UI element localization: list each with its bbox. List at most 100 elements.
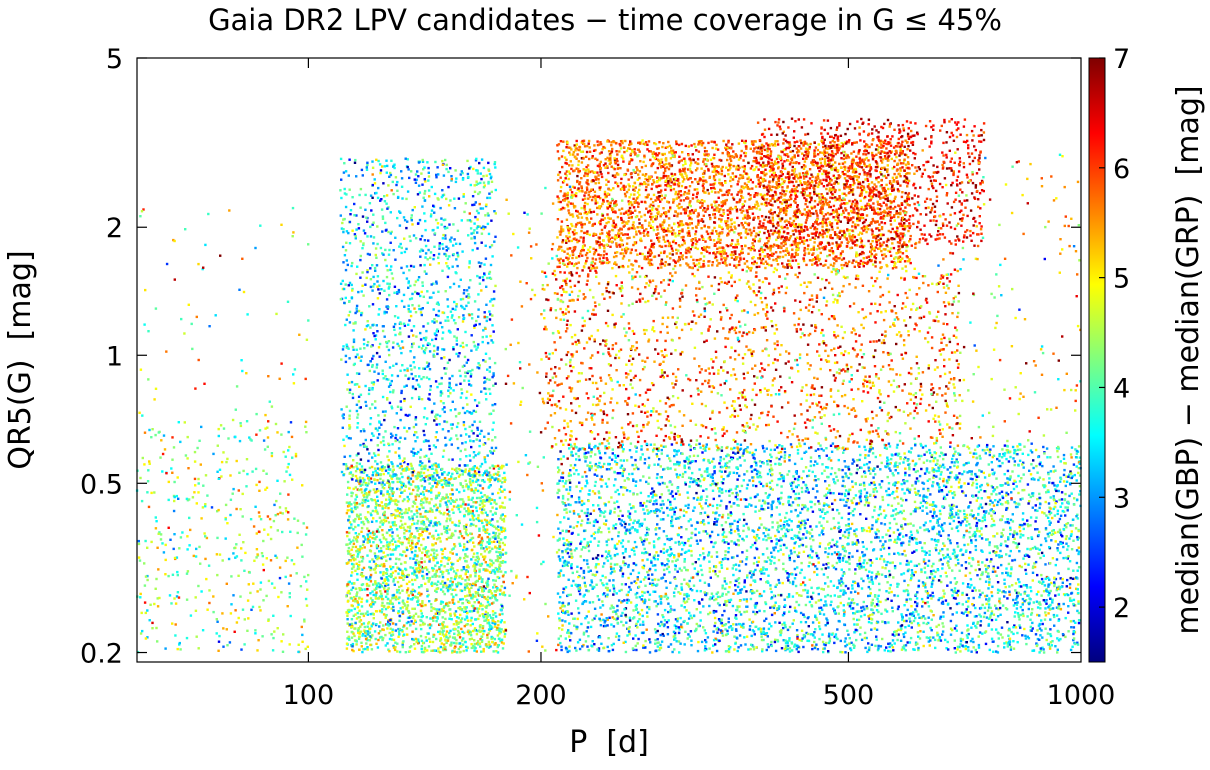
data-point [363,536,367,539]
data-point [408,297,412,301]
data-point [294,455,298,458]
data-point [496,555,499,558]
data-point [355,562,358,565]
data-point [468,383,471,386]
data-point [969,501,972,504]
data-point [486,316,489,319]
data-point [467,487,470,491]
data-point [421,530,424,534]
data-point [423,351,426,355]
data-point [428,558,431,561]
data-point [478,568,481,571]
data-point [440,627,443,630]
data-point [463,307,466,311]
data-point [233,546,236,550]
data-point [439,602,443,605]
data-point [400,491,403,494]
data-point [350,507,353,510]
data-point [368,539,371,542]
data-point [349,540,353,544]
data-point [466,582,469,585]
data-point [438,503,442,506]
data-point [495,477,498,480]
data-point [399,515,402,519]
data-point [340,196,343,200]
data-point [473,649,476,652]
data-point [389,618,392,622]
data-point [462,314,465,317]
data-point [484,360,487,363]
data-point [402,216,406,219]
data-point [454,572,458,575]
data-point [159,538,163,541]
data-point [392,593,395,597]
data-point [344,323,347,327]
data-point [435,485,438,489]
data-point [156,605,160,608]
data-point [793,477,797,481]
data-point [414,545,418,549]
data-point [502,529,506,533]
data-point [377,372,380,375]
data-point [456,437,459,441]
data-point [490,498,494,501]
data-point [357,309,361,313]
data-point [254,505,257,508]
data-point [363,347,366,350]
data-point [352,466,355,469]
data-point [436,553,439,557]
data-point [420,639,424,643]
data-point [493,572,497,575]
data-point [369,643,372,647]
data-point [406,600,409,604]
data-point [376,285,379,288]
data-point [285,510,288,513]
data-point [454,415,458,418]
data-point [824,582,827,585]
data-point [368,466,372,470]
data-point [371,364,374,367]
data-point [450,177,453,181]
data-point [245,420,249,423]
data-point [161,470,164,473]
data-point [366,320,369,323]
data-point [455,553,458,556]
data-point [412,469,416,473]
data-point [423,622,426,626]
data-point [492,290,496,293]
data-point [396,189,399,192]
data-point [345,465,348,468]
data-point [905,600,908,603]
data-point [461,250,464,253]
data-point [481,487,485,490]
data-point [371,388,374,391]
data-point [428,460,431,463]
data-point [451,458,454,461]
data-point [278,377,281,380]
data-point [372,583,375,586]
data-point [371,264,374,267]
data-point [421,604,425,608]
data-point [472,582,475,585]
data-point [379,547,383,550]
data-point [355,372,359,375]
data-point [372,452,376,455]
data-point [395,477,399,480]
data-point [382,253,385,256]
data-point [255,548,259,551]
data-point [400,486,403,489]
data-point [375,488,379,491]
data-point [492,601,495,604]
data-point [466,219,469,222]
data-point [480,479,484,482]
data-point [159,533,163,536]
data-point [413,573,416,576]
data-point [385,264,388,268]
data-point [348,538,351,541]
data-point [463,543,466,546]
data-point [620,614,623,617]
data-point [456,583,460,586]
data-point [240,359,243,362]
data-point [761,650,764,653]
data-point [442,648,445,652]
